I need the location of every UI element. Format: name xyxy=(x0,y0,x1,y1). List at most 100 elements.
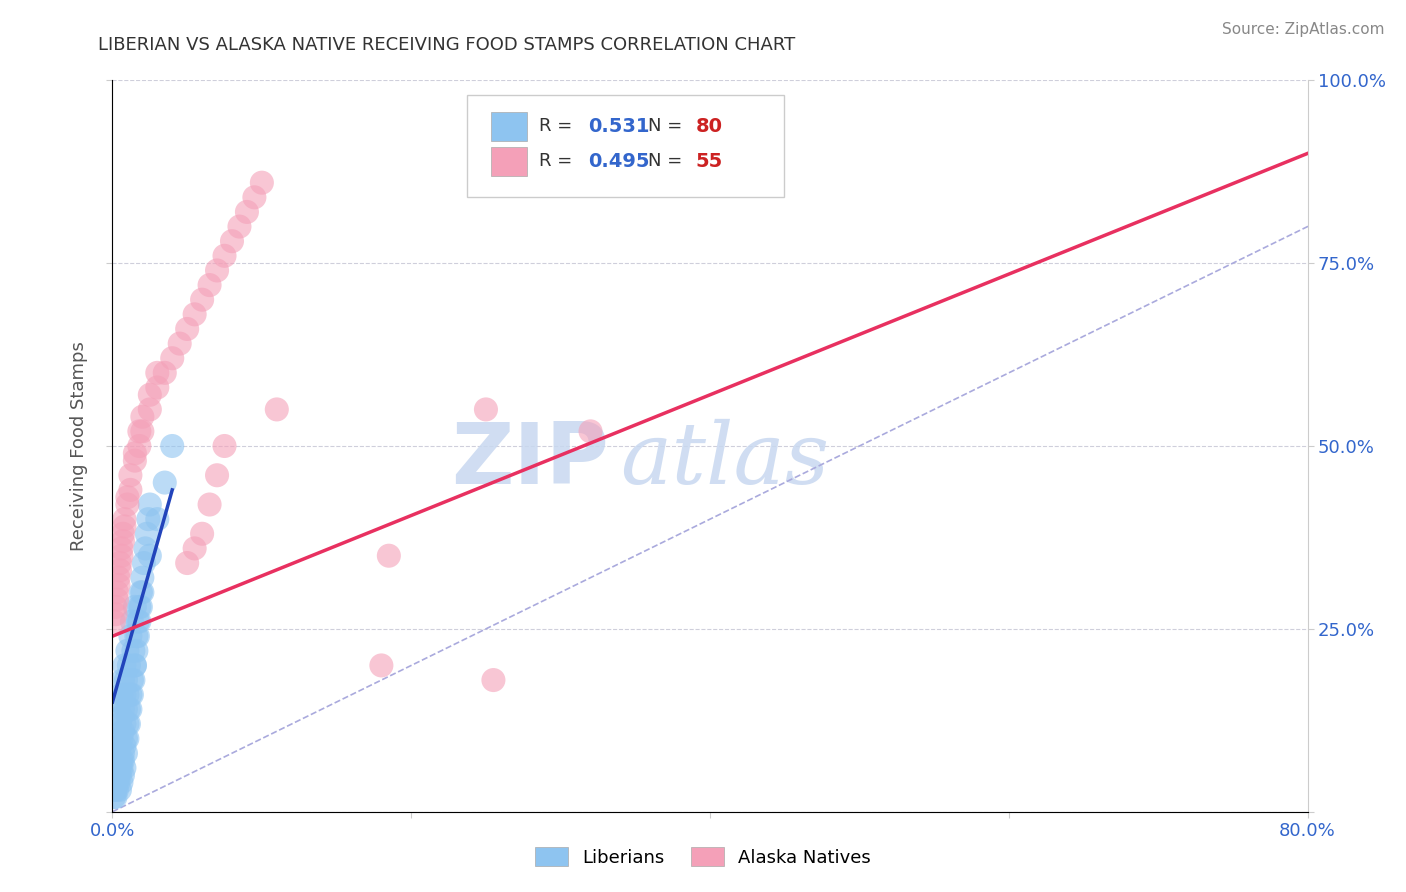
Point xyxy=(108,739,131,753)
Point xyxy=(118,658,141,673)
Point xyxy=(115,673,138,687)
Point xyxy=(128,599,150,614)
Point xyxy=(104,599,127,614)
Point xyxy=(162,439,183,453)
Point xyxy=(108,556,131,570)
Point xyxy=(125,629,148,643)
Point xyxy=(198,278,221,293)
Point xyxy=(110,761,132,775)
Point xyxy=(103,782,125,797)
Point xyxy=(108,717,131,731)
Point xyxy=(111,534,134,549)
Text: R =: R = xyxy=(538,118,578,136)
Point xyxy=(146,512,169,526)
Point xyxy=(114,519,135,533)
Point xyxy=(105,592,128,607)
Text: 80: 80 xyxy=(696,117,723,136)
Point xyxy=(117,731,139,746)
Point xyxy=(114,739,135,753)
Point xyxy=(111,746,134,760)
Point xyxy=(124,658,146,673)
Point xyxy=(128,615,150,629)
Text: 0.531: 0.531 xyxy=(588,117,650,136)
Point xyxy=(228,219,250,234)
Point xyxy=(131,409,153,424)
Point xyxy=(132,556,155,570)
Point xyxy=(124,658,146,673)
Point xyxy=(183,541,205,556)
Point xyxy=(129,599,152,614)
Point xyxy=(120,468,142,483)
Point xyxy=(104,790,127,805)
Point xyxy=(103,790,125,805)
Point xyxy=(115,731,138,746)
Point xyxy=(370,658,392,673)
Text: R =: R = xyxy=(538,153,578,170)
Point xyxy=(205,468,228,483)
Point xyxy=(128,439,150,453)
Point xyxy=(104,607,127,622)
Text: N =: N = xyxy=(648,153,688,170)
Point xyxy=(110,775,132,789)
Point xyxy=(108,782,131,797)
Point xyxy=(108,695,131,709)
Point xyxy=(191,526,214,541)
Point xyxy=(114,717,135,731)
Point xyxy=(243,190,266,204)
Point xyxy=(236,205,259,219)
Point xyxy=(127,629,149,643)
Point xyxy=(131,571,153,585)
Point xyxy=(120,629,142,643)
Point xyxy=(198,498,221,512)
Point xyxy=(117,644,139,658)
Text: 0.495: 0.495 xyxy=(588,152,650,171)
Point xyxy=(266,402,288,417)
Point xyxy=(105,782,128,797)
Point xyxy=(108,563,131,577)
Point xyxy=(107,761,129,775)
Point xyxy=(121,615,143,629)
Point xyxy=(124,446,146,460)
Point xyxy=(111,526,134,541)
Text: Source: ZipAtlas.com: Source: ZipAtlas.com xyxy=(1222,22,1385,37)
Point xyxy=(110,541,132,556)
Point xyxy=(250,176,273,190)
Point xyxy=(138,512,160,526)
Point xyxy=(128,425,150,439)
Point xyxy=(117,688,139,702)
Point xyxy=(108,761,131,775)
Text: LIBERIAN VS ALASKA NATIVE RECEIVING FOOD STAMPS CORRELATION CHART: LIBERIAN VS ALASKA NATIVE RECEIVING FOOD… xyxy=(98,36,796,54)
Point xyxy=(105,768,128,782)
Point xyxy=(169,336,191,351)
Point xyxy=(107,731,129,746)
Point xyxy=(117,717,139,731)
Point xyxy=(139,402,162,417)
Point xyxy=(107,775,129,789)
Point xyxy=(205,263,228,277)
Point xyxy=(114,658,135,673)
Point xyxy=(107,571,129,585)
Point xyxy=(108,768,131,782)
Point xyxy=(111,673,134,687)
Point xyxy=(146,366,169,380)
Point xyxy=(121,688,143,702)
Point xyxy=(122,644,145,658)
Point xyxy=(105,585,128,599)
Point xyxy=(104,768,127,782)
Point xyxy=(114,688,135,702)
Point xyxy=(214,249,236,263)
Point xyxy=(162,351,183,366)
Point xyxy=(129,585,152,599)
Point xyxy=(104,775,127,789)
Point xyxy=(131,425,153,439)
Point xyxy=(214,439,236,453)
Point xyxy=(131,585,153,599)
Point xyxy=(110,709,132,723)
Point xyxy=(107,768,129,782)
Point xyxy=(104,782,127,797)
FancyBboxPatch shape xyxy=(467,95,785,197)
Point xyxy=(146,380,169,394)
Point xyxy=(153,366,176,380)
Point xyxy=(105,761,128,775)
Point xyxy=(124,453,146,467)
